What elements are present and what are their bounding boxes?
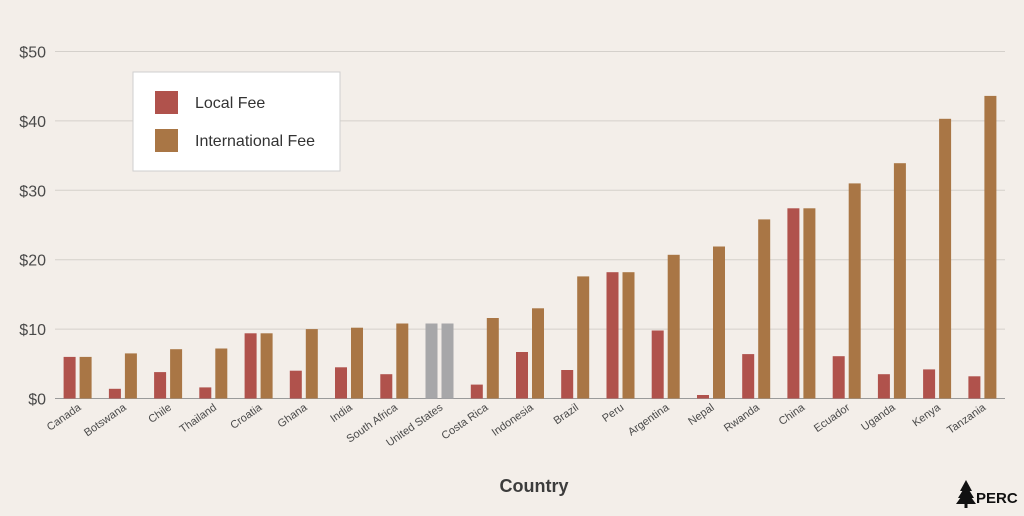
x-tick-label: Argentina [626,401,672,438]
legend-box [132,71,341,172]
y-tick-label: $40 [19,114,46,131]
x-tick-label: Chile [146,402,173,426]
legend-swatch-local-fee [155,91,178,114]
x-tick-label: India [328,401,355,425]
bar-nepal-international [713,246,725,399]
bar-peru-local [606,272,619,399]
bar-united-states-international [441,323,454,399]
legend: Local Fee International Fee [132,71,341,172]
x-tick-label: Ghana [276,401,311,430]
bar-india-local [335,367,347,399]
x-tick-label: Kenya [910,401,943,429]
bar-croatia-international [260,333,273,399]
bar-india-international [351,327,363,399]
y-tick-label: $0 [28,392,46,409]
bar-argentina-international [667,254,680,399]
bar-china-international [803,208,816,399]
bar-rwanda-local [742,354,755,399]
legend-label-international-fee: International Fee [195,133,315,150]
bar-tanzania-international [984,95,997,399]
x-tick-label: Rwanda [722,401,763,434]
bar-united-states-local [425,323,438,399]
y-tick-label: $30 [19,183,46,200]
bar-ghana-international [305,329,318,399]
bar-brazil-local [561,370,574,399]
x-axis-label: Country [500,476,569,496]
bar-thailand-local [199,387,212,399]
legend-swatch-international-fee [155,129,178,152]
bar-costa-rica-international [486,318,499,399]
bar-canada-international [79,356,92,399]
bar-rwanda-international [758,219,771,399]
x-tick-label: Tanzania [945,401,989,437]
bar-ecuador-international [848,183,861,399]
bar-uganda-international [893,163,906,399]
bar-costa-rica-local [470,384,483,399]
bar-peru-international [622,272,635,399]
bar-indonesia-local [516,352,528,399]
y-tick-label: $20 [19,253,46,270]
logo-text: PERC [976,490,1018,507]
bar-south-africa-local [380,374,393,399]
x-tick-label: Uganda [859,401,898,433]
y-tick-label: $50 [19,45,46,62]
bar-ghana-local [289,370,302,399]
bar-chile-local [154,372,167,399]
x-tick-label: Costa Rica [440,401,492,442]
bar-brazil-international [577,276,590,399]
bar-ecuador-local [832,356,845,399]
bar-uganda-local [877,374,890,399]
x-tick-label: Thailand [178,402,219,436]
x-tick-label: Peru [600,402,626,425]
bar-china-local [787,208,800,399]
bar-nepal-local [697,395,709,399]
pine-tree-icon [956,480,976,508]
bar-thailand-international [215,348,228,399]
x-tick-label: Brazil [552,402,581,428]
x-tick-label: Botswana [82,401,129,439]
x-tick-label: Nepal [686,402,716,428]
x-tick-label: Ecuador [812,401,853,435]
bar-kenya-international [939,118,952,399]
bar-south-africa-international [396,323,409,399]
y-tick-label: $10 [19,322,46,339]
bar-botswana-international [124,353,137,399]
x-tick-label: Canada [45,401,84,433]
x-tick-label: China [777,401,808,428]
bar-croatia-local [244,333,257,399]
bar-tanzania-local [968,376,981,399]
legend-label-local-fee: Local Fee [195,95,265,112]
bar-argentina-local [651,330,664,399]
bar-chile-international [170,349,183,399]
perc-logo: PERC [956,480,1018,508]
bar-canada-local [63,356,76,399]
bar-botswana-local [108,388,121,399]
x-tick-label: Indonesia [490,401,537,439]
bar-indonesia-international [532,308,544,399]
x-tick-label: Croatia [228,401,265,432]
bar-kenya-local [923,369,936,399]
